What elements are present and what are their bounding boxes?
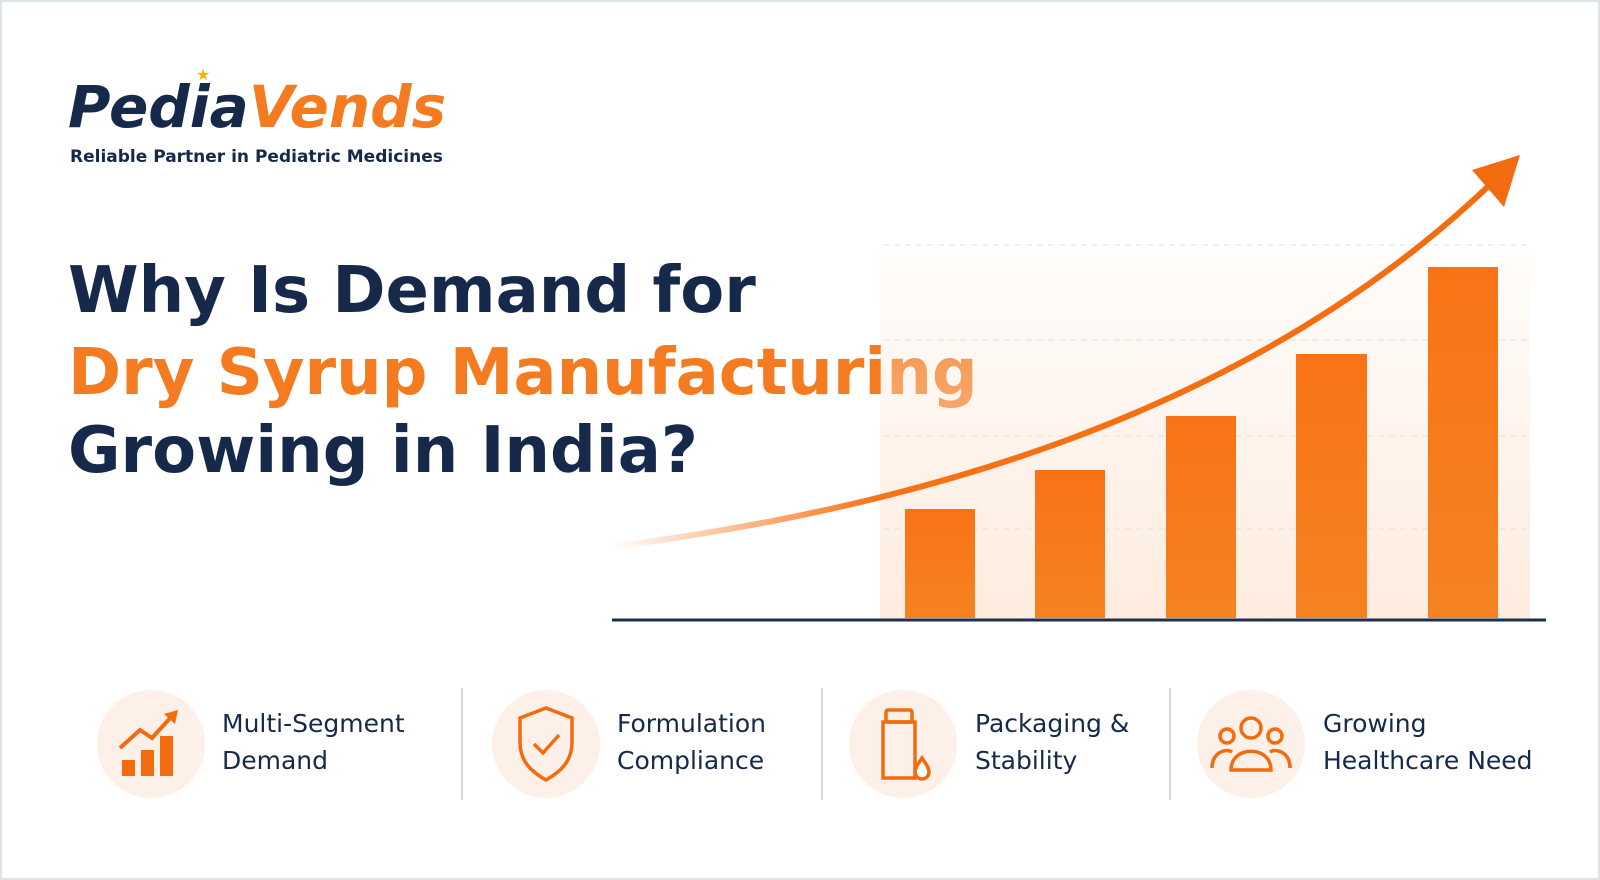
headline: Why Is Demand for (68, 254, 756, 328)
headline: Dry Syrup Manufacturing (68, 336, 978, 410)
dividers (461, 688, 1171, 800)
feature-label: Compliance (617, 746, 764, 775)
feature-label: Formulation (617, 709, 766, 738)
headline: Growing in India? (68, 414, 698, 488)
icon-shield (518, 706, 574, 783)
feature-label: Stability (975, 746, 1078, 775)
feature-label: Multi-Segment (222, 709, 405, 738)
tagline: Reliable Partner in Pediatric Medicines (70, 147, 443, 167)
logo: PediaVends (68, 73, 446, 141)
feature-label: Demand (222, 746, 328, 775)
star: ★ (196, 65, 210, 84)
feature-label: Packaging & (975, 709, 1129, 738)
features: Multi-Segment Demand Formulation Compliance… (222, 709, 1533, 775)
feature-label: Healthcare Need (1323, 746, 1533, 775)
icon-growth (118, 710, 178, 776)
illustration (607, 155, 1546, 622)
icon-people (1210, 716, 1292, 772)
feature-label: Growing (1323, 709, 1427, 738)
icon-bottle (881, 708, 931, 781)
